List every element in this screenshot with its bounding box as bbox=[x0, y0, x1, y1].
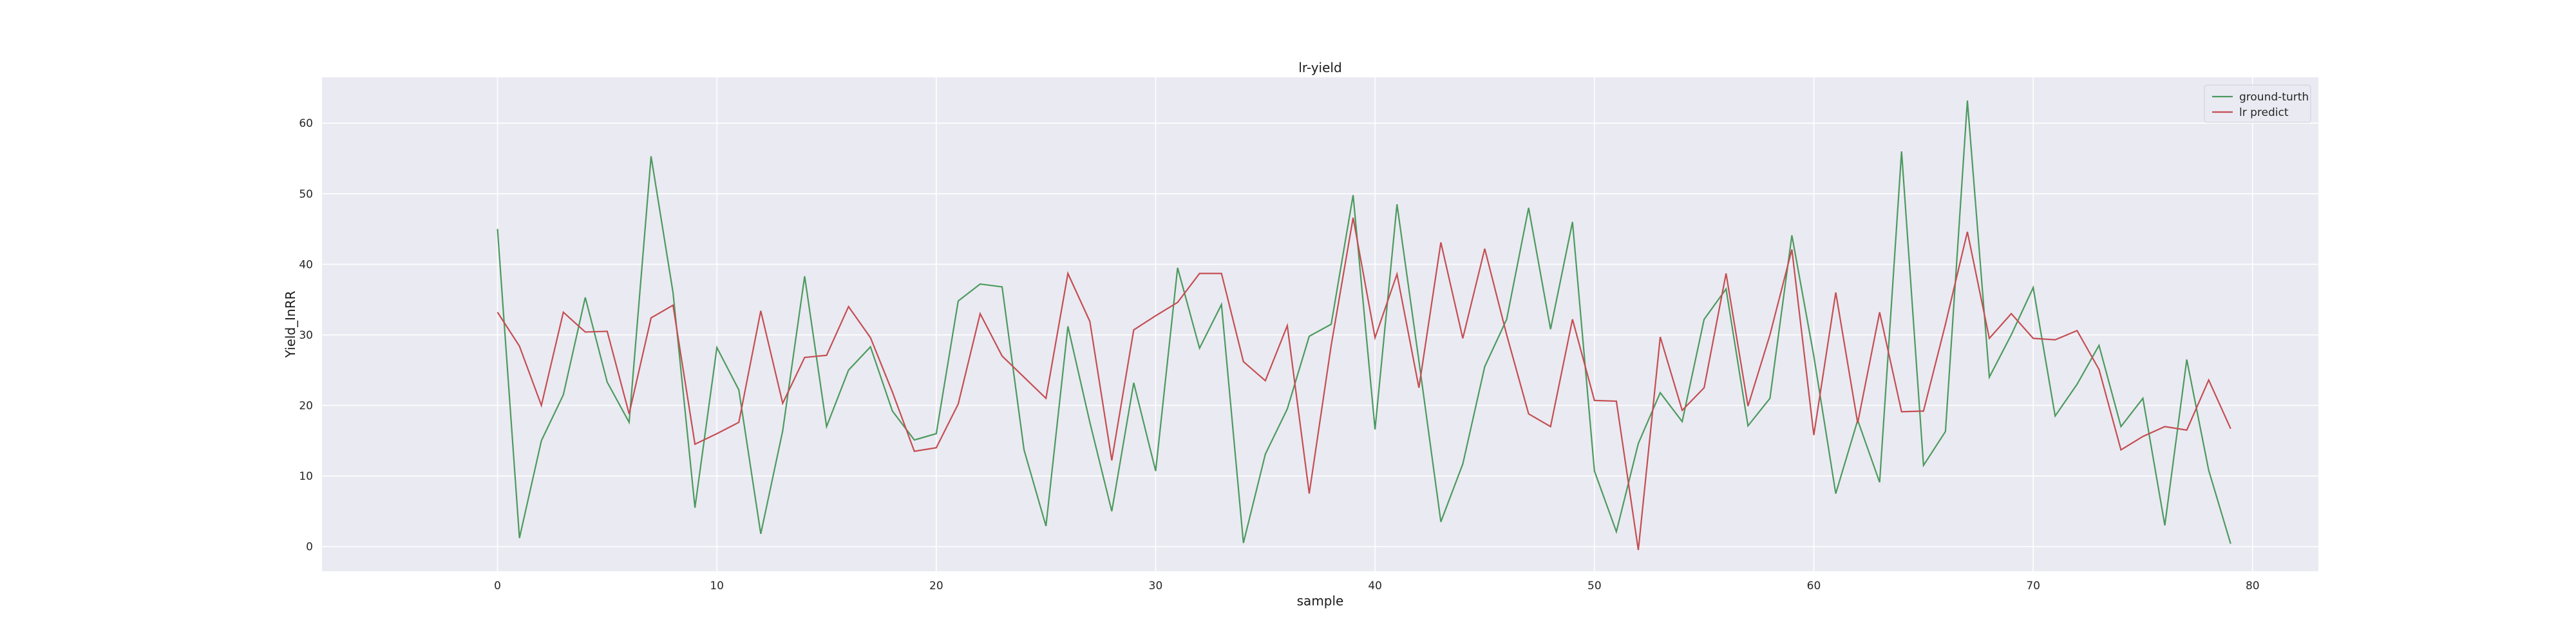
y-axis-label: Yield_InRR bbox=[283, 290, 298, 358]
x-axis-label: sample bbox=[1297, 593, 1344, 609]
x-tick-label: 40 bbox=[1368, 580, 1382, 592]
y-tick-label: 20 bbox=[299, 400, 313, 413]
x-tick-label: 60 bbox=[1807, 580, 1821, 592]
x-tick-label: 10 bbox=[710, 580, 724, 592]
y-axis-ticks: 0 10 20 30 40 50 60 bbox=[299, 117, 313, 553]
x-tick-label: 50 bbox=[1587, 580, 1602, 592]
x-tick-label: 30 bbox=[1149, 580, 1163, 592]
legend-box bbox=[2204, 84, 2311, 123]
series-line-lr-predict bbox=[497, 217, 2231, 551]
chart-title: lr-yield bbox=[1298, 60, 1341, 75]
legend-entry-label: ground-turth bbox=[2239, 91, 2309, 104]
y-tick-label: 40 bbox=[299, 258, 313, 271]
x-tick-label: 80 bbox=[2246, 580, 2260, 592]
series-line-ground-turth bbox=[497, 100, 2231, 544]
y-tick-label: 30 bbox=[299, 329, 313, 342]
y-tick-label: 60 bbox=[299, 117, 313, 130]
x-axis-ticks: 0 10 20 30 40 50 60 70 80 bbox=[494, 580, 2260, 592]
series-lines bbox=[497, 100, 2231, 551]
legend: ground-turth lr predict bbox=[2204, 84, 2311, 123]
plot-background bbox=[322, 77, 2318, 571]
x-tick-label: 20 bbox=[929, 580, 943, 592]
y-tick-label: 50 bbox=[299, 188, 313, 201]
legend-entry-label: lr predict bbox=[2239, 106, 2289, 119]
y-tick-label: 10 bbox=[299, 470, 313, 483]
x-tick-label: 0 bbox=[494, 580, 501, 592]
y-tick-label: 0 bbox=[306, 541, 313, 554]
x-tick-label: 70 bbox=[2026, 580, 2040, 592]
